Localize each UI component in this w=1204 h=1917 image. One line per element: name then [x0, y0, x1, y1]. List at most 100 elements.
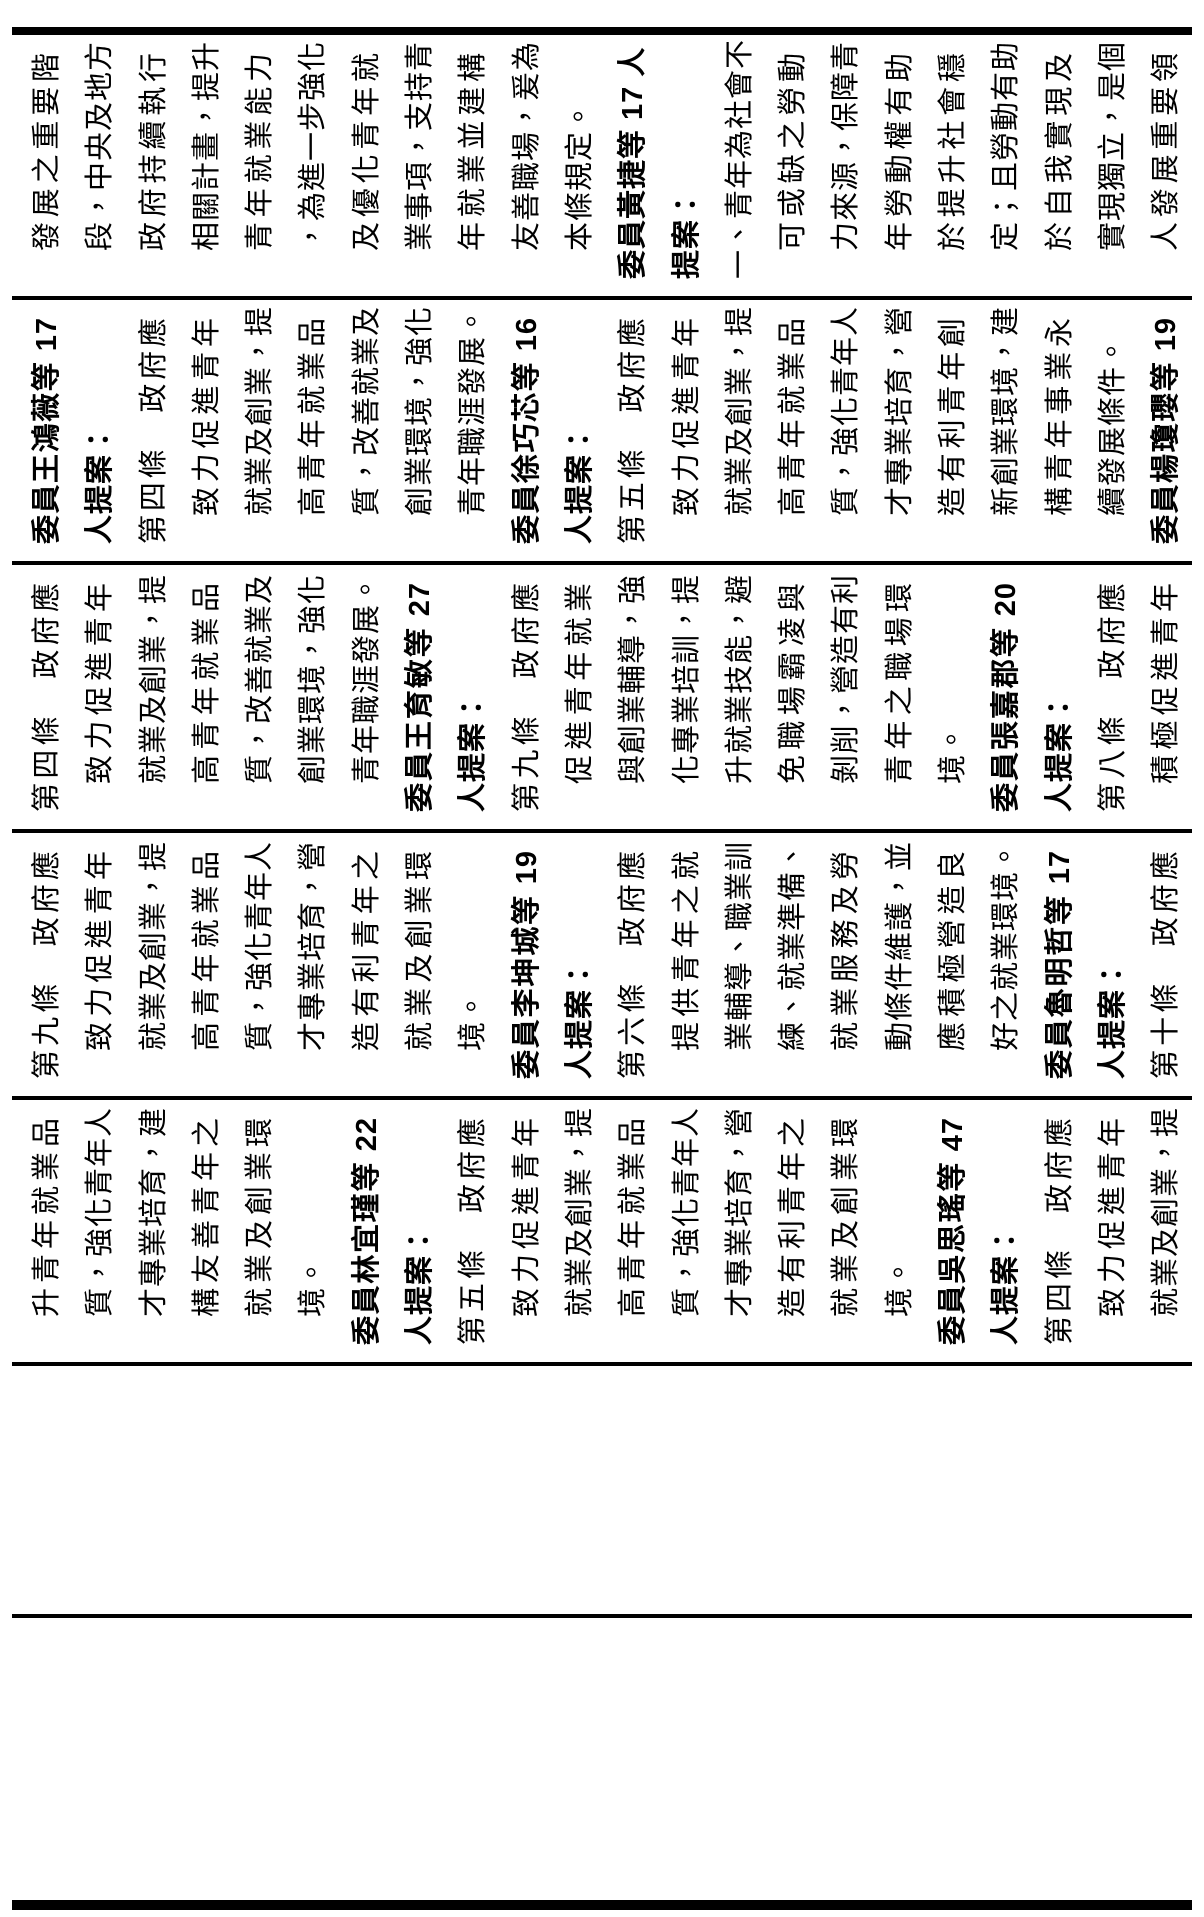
- proposer-header-line: 人提案：: [563, 958, 596, 1079]
- table-column: 發展之重要階 段，中央及地方 政府持續執行 相關計畫，提升 青年就業能力 ，為進一步強化及…: [12, 35, 1192, 296]
- text-line: 年勞動權有助: [883, 52, 916, 251]
- text-line: 質，強化青年人: [244, 840, 277, 1051]
- text-line: 致力促進青年: [510, 1117, 543, 1317]
- text-line: 致力促進青年: [190, 317, 223, 516]
- proposer-header-line: 委員吳思瑤等 47: [937, 1117, 970, 1345]
- text-line: 質，改善就業及: [350, 305, 383, 516]
- text-line: 提供青年之就: [670, 850, 703, 1051]
- text-line: 定；且勞動有助: [990, 40, 1023, 251]
- proposer-header-line: 提案：: [670, 188, 703, 279]
- text-line: 化專業培訓，提: [670, 573, 703, 784]
- text-line: 青年職涯發展。: [457, 305, 490, 516]
- column-separator-line: [12, 296, 1192, 300]
- text-line: 第五條 政府應: [457, 1117, 490, 1345]
- text-line: 剝削，營造有利: [830, 573, 863, 784]
- text-line: 創業環境，強化: [297, 573, 330, 784]
- text-line: 於提升社會穩: [937, 52, 970, 251]
- text-line: 創業環境，強化: [404, 305, 437, 516]
- text-line: 發展之重要階: [31, 52, 63, 251]
- text-line: 政府持續執行: [137, 52, 170, 251]
- text-line: 力來源，保障青: [830, 40, 863, 251]
- text-line: 才專業培育，營: [883, 305, 916, 516]
- proposer-header-line: 人提案：: [84, 423, 117, 544]
- text-line: 練、就業準備、: [777, 840, 810, 1051]
- proposer-header-line: 人提案：: [457, 691, 490, 812]
- text-line: 於自我實現及: [1043, 52, 1076, 251]
- text-line: 業輔導、職業訓: [723, 840, 756, 1051]
- text-line: 人發展重要領: [1150, 52, 1183, 251]
- proposer-header-line: 人提案：: [1096, 958, 1129, 1079]
- column-separator-line: [12, 1096, 1192, 1100]
- text-line: 高青年就業品: [190, 850, 223, 1051]
- column-separator-line: [12, 829, 1192, 833]
- text-line: 第九條 政府應: [510, 582, 543, 812]
- text-line: 促進青年就業: [563, 582, 596, 784]
- text-line: 就業服務及勞: [830, 850, 863, 1051]
- text-line: 第四條 政府應: [1043, 1117, 1076, 1345]
- text-line: 升青年就業品: [31, 1117, 63, 1317]
- text-line: 第九條 政府應: [31, 850, 63, 1079]
- text-line: 本條規定。: [563, 100, 596, 251]
- text-line: 就業及創業，提: [1150, 1106, 1183, 1317]
- table-border-line-right: [12, 27, 1192, 35]
- text-line: 境。: [937, 723, 970, 784]
- text-line: 青年之職場環: [883, 582, 916, 784]
- table-column: 委員王鴻薇等 17 人提案： 第四條 政府應 致力促進青年 就業及創業，提 高青年就業品質…: [12, 300, 1192, 561]
- text-line: 第八條 政府應: [1096, 582, 1129, 812]
- text-line: 質，改善就業及: [244, 573, 277, 784]
- text-line: 第五條 政府應: [617, 317, 650, 544]
- text-line: 造有利青年之: [777, 1117, 810, 1317]
- column-separator-line: [12, 1362, 1192, 1366]
- text-line: 境。: [297, 1256, 330, 1317]
- table-column: 升青年就業品 質，強化青年人 才專業培育，建 構友善青年之 就業及創業環 境。 委員林宜瑾等…: [12, 1100, 1192, 1362]
- text-line: 就業及創業環: [404, 850, 437, 1051]
- text-line: 就業及創業，提: [137, 573, 170, 784]
- text-line: 可或缺之勞動: [777, 52, 810, 251]
- text-line: 第四條 政府應: [31, 582, 63, 812]
- text-line: 構青年事業永: [1043, 317, 1076, 516]
- text-line: 友善職場，爰為: [510, 40, 543, 251]
- table-column-empty: [12, 1366, 1192, 1614]
- proposer-header-line: 委員楊瓊瓔等 19: [1150, 317, 1183, 544]
- text-line: 相關計畫，提升: [190, 40, 223, 251]
- text-line: 應積極營造良: [937, 850, 970, 1051]
- proposer-header-line: 委員黃捷等 17 人: [617, 46, 650, 279]
- text-line: 境。: [883, 1256, 916, 1317]
- text-line: 致力促進青年: [84, 582, 117, 784]
- text-line: 新創業環境，建: [990, 305, 1023, 516]
- text-line: 致力促進青年: [84, 850, 117, 1051]
- text-line: 第十條 政府應: [1150, 850, 1183, 1079]
- proposer-header-line: 委員徐巧芯等 16: [510, 317, 543, 544]
- text-line: 致力促進青年: [670, 317, 703, 516]
- text-line: 免職場霸凌與: [777, 582, 810, 784]
- table-border-line-left: [12, 1900, 1192, 1910]
- text-line: 質，強化青年人: [830, 305, 863, 516]
- text-line: 實現獨立，是個: [1096, 40, 1129, 251]
- proposer-header-line: 委員魯明哲等 17: [1043, 850, 1076, 1079]
- comparison-table: 發展之重要階 段，中央及地方 政府持續執行 相關計畫，提升 青年就業能力 ，為進一步強化及…: [12, 27, 1192, 1911]
- text-line: 第四條 政府應: [137, 317, 170, 544]
- proposer-header-line: 委員林宜瑾等 22: [350, 1117, 383, 1345]
- table-column: 第四條 政府應 致力促進青年 就業及創業，提 高青年就業品 質，改善就業及 創業環境，強化…: [12, 565, 1192, 829]
- text-line: 就業及創業環: [244, 1117, 277, 1317]
- text-line: 構友善青年之: [190, 1117, 223, 1317]
- text-line: 段，中央及地方: [84, 40, 117, 251]
- text-line: 就業及創業環: [830, 1117, 863, 1317]
- text-line: 才專業培育，營: [297, 840, 330, 1051]
- text-line: 業事項，支持青: [404, 40, 437, 251]
- text-line: 造有利青年之: [350, 850, 383, 1051]
- text-line: 積極促進青年: [1150, 582, 1183, 784]
- column-separator-line: [12, 561, 1192, 565]
- text-line: 就業及創業，提: [563, 1106, 596, 1317]
- text-line: 動條件維護，並: [883, 840, 916, 1051]
- table-column: 第九條 政府應 致力促進青年 就業及創業，提 高青年就業品 質，強化青年人 才專業培育，營…: [12, 833, 1192, 1096]
- text-line: 致力促進青年: [1096, 1117, 1129, 1317]
- proposer-header-line: 人提案：: [990, 1224, 1023, 1345]
- text-line: 高青年就業品: [190, 582, 223, 784]
- text-line: 高青年就業品: [777, 317, 810, 516]
- text-line: 就業及創業，提: [137, 840, 170, 1051]
- text-line: 才專業培育，營: [723, 1106, 756, 1317]
- text-line: 就業及創業，提: [244, 305, 277, 516]
